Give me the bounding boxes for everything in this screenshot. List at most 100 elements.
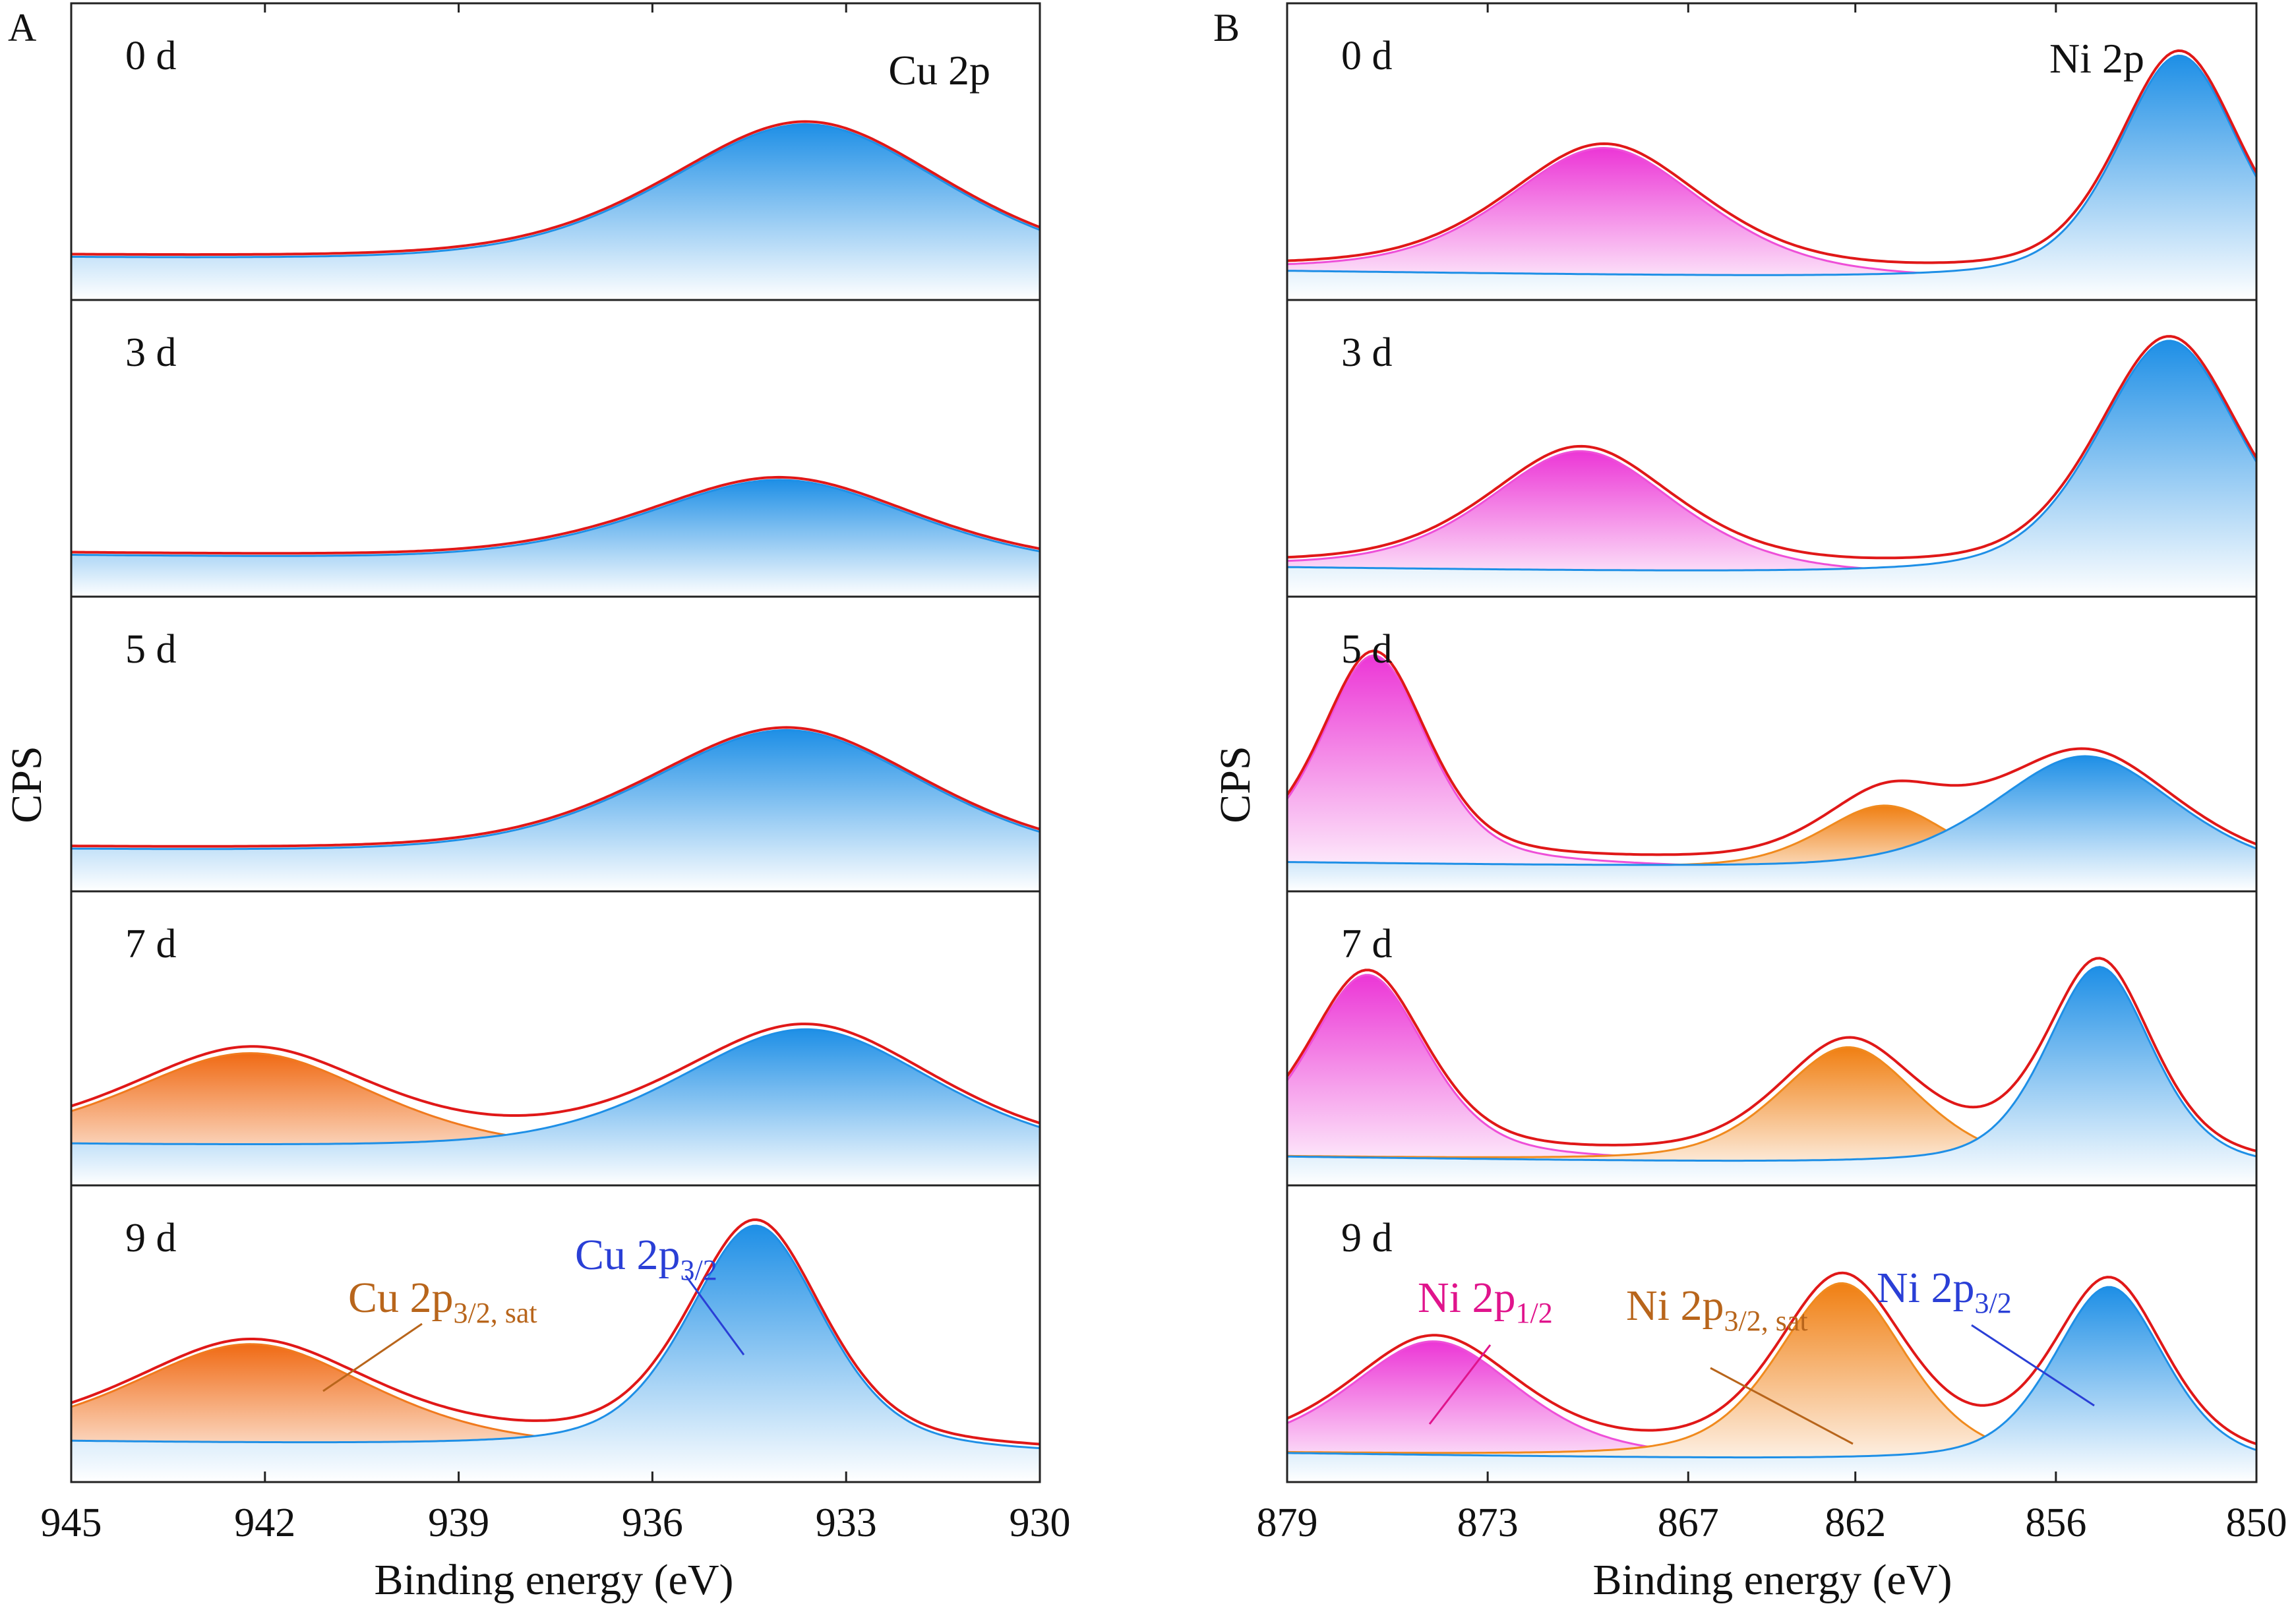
- x-tick-label: 856: [2025, 1501, 2086, 1545]
- component-fill: [1287, 756, 2256, 891]
- x-axis-ticks: 945 942 939 936 933 930: [41, 3, 1071, 1545]
- panel-label: A: [8, 6, 36, 49]
- component-fill: [1287, 55, 2256, 301]
- x-axis-label: Binding energy (eV): [375, 1556, 734, 1604]
- component-fill: [71, 1226, 1040, 1482]
- leader-line: [684, 1275, 745, 1355]
- panel-b-ni-2p: B CPS Binding energy (eV) 0 d 3 d 5 d 7 d 9 …: [1211, 2, 2287, 1604]
- day-label: 0 d: [1341, 34, 1393, 78]
- subplot-stack: 0 d 3 d 5 d 7 d 9 d: [1286, 2, 2258, 1483]
- peak-label-base: Cu 2p: [575, 1231, 680, 1279]
- x-tick-label: 930: [1010, 1501, 1071, 1545]
- subplot-9-d: 9 d: [1286, 1184, 2258, 1483]
- component-fill: [1287, 1047, 2256, 1185]
- component-fill: [1287, 148, 2256, 300]
- peak-label-subscript: 3/2, sat: [454, 1297, 537, 1329]
- component-line: [71, 479, 1041, 557]
- leader-line: [1428, 1344, 1492, 1425]
- day-label: 3 d: [1341, 330, 1393, 375]
- component-line: [71, 729, 1041, 850]
- envelope-line: [1286, 957, 2257, 1152]
- x-tick-label: 933: [816, 1501, 877, 1545]
- day-label: 7 d: [1341, 922, 1393, 967]
- peak-label: Cu 2p3/2: [575, 1231, 717, 1286]
- peak-label: Ni 2p3/2, sat: [1626, 1282, 1808, 1337]
- x-tick-label: 945: [41, 1501, 102, 1545]
- envelope-line: [1286, 49, 2258, 264]
- subplot-0-d: 0 d: [70, 2, 1041, 301]
- component-fill: [1287, 1287, 2256, 1482]
- day-label: 3 d: [125, 330, 177, 375]
- subplot-7-d: 7 d: [70, 890, 1041, 1187]
- spectrum-title: Cu 2p: [888, 47, 990, 94]
- peak-label-subscript: 3/2: [680, 1254, 717, 1286]
- component-fill: [1287, 340, 2256, 597]
- component-fill: [71, 730, 1040, 891]
- subplot-9-d: 9 d: [70, 1184, 1041, 1483]
- envelope-line: [1286, 1271, 2257, 1446]
- y-axis-label: CPS: [1211, 746, 1259, 823]
- x-tick-label: 939: [428, 1501, 489, 1545]
- panel-label: B: [1213, 6, 1240, 49]
- component-line: [71, 1028, 1041, 1145]
- subplot-0-d: 0 d: [1286, 2, 2258, 301]
- x-tick-label: 936: [622, 1501, 683, 1545]
- day-label: 5 d: [1341, 627, 1393, 672]
- day-label: 5 d: [125, 627, 177, 672]
- day-label: 7 d: [125, 922, 177, 967]
- peak-label-base: Cu 2p: [348, 1274, 454, 1322]
- day-label: 0 d: [125, 34, 177, 78]
- envelope-line: [1286, 649, 2257, 856]
- leader-line: [1971, 1324, 2095, 1407]
- panel-a-cu-2p: A CPS Binding energy (eV) 0 d 3 d 5 d 7 d 9 …: [3, 2, 1071, 1604]
- x-axis-label: Binding energy (eV): [1593, 1556, 1952, 1604]
- component-line: [71, 123, 1041, 258]
- envelope-line: [71, 1218, 1041, 1446]
- peak-label: Cu 2p3/2, sat: [348, 1274, 537, 1329]
- envelope-line: [71, 120, 1041, 256]
- subplot-5-d: 5 d: [70, 595, 1041, 893]
- x-tick-label: 862: [1825, 1501, 1886, 1545]
- x-axis-ticks: 879 873 867 862 856 850: [1257, 3, 2287, 1545]
- peak-label-subscript: 1/2: [1516, 1297, 1553, 1329]
- y-axis-label: CPS: [3, 746, 51, 823]
- subplot-frame: [70, 1184, 1041, 1483]
- peak-label: Ni 2p1/2: [1418, 1274, 1553, 1329]
- peak-label-subscript: 3/2, sat: [1724, 1305, 1808, 1337]
- subplot-3-d: 3 d: [70, 299, 1041, 598]
- envelope-line: [71, 475, 1041, 555]
- component-line: [1286, 1286, 2257, 1459]
- x-tick-label: 873: [1457, 1501, 1519, 1545]
- component-fill: [71, 124, 1040, 300]
- subplot-7-d: 7 d: [1286, 890, 2258, 1187]
- component-fill: [1287, 1341, 2256, 1482]
- x-tick-label: 942: [234, 1501, 295, 1545]
- component-fill: [1287, 967, 2256, 1185]
- component-fill: [71, 1029, 1040, 1185]
- component-fill: [1287, 451, 2256, 597]
- component-line: [1286, 755, 2257, 866]
- x-tick-label: 850: [2226, 1501, 2287, 1545]
- peak-label-base: Ni 2p: [1418, 1274, 1516, 1322]
- subplot-frame: [1286, 1184, 2258, 1483]
- day-label: 9 d: [1341, 1216, 1393, 1261]
- peak-label-base: Ni 2p: [1877, 1264, 1975, 1312]
- subplot-5-d: 5 d: [1286, 595, 2258, 893]
- component-line: [1287, 966, 2257, 1162]
- component-line: [1287, 54, 2258, 276]
- leader-line: [322, 1323, 423, 1392]
- envelope-line: [1286, 335, 2258, 560]
- x-tick-label: 879: [1257, 1501, 1318, 1545]
- peak-label-subscript: 3/2: [1975, 1287, 2012, 1319]
- envelope-line: [71, 726, 1041, 848]
- subplot-3-d: 3 d: [1286, 299, 2258, 598]
- x-tick-label: 867: [1658, 1501, 1719, 1545]
- component-fill: [1287, 1283, 2256, 1482]
- subplot-stack: 0 d 3 d 5 d 7 d 9 d: [70, 2, 1041, 1483]
- spectrum-title: Ni 2p: [2049, 35, 2144, 82]
- envelope-line: [71, 1023, 1041, 1125]
- day-label: 9 d: [125, 1216, 177, 1261]
- peak-label-base: Ni 2p: [1626, 1282, 1724, 1330]
